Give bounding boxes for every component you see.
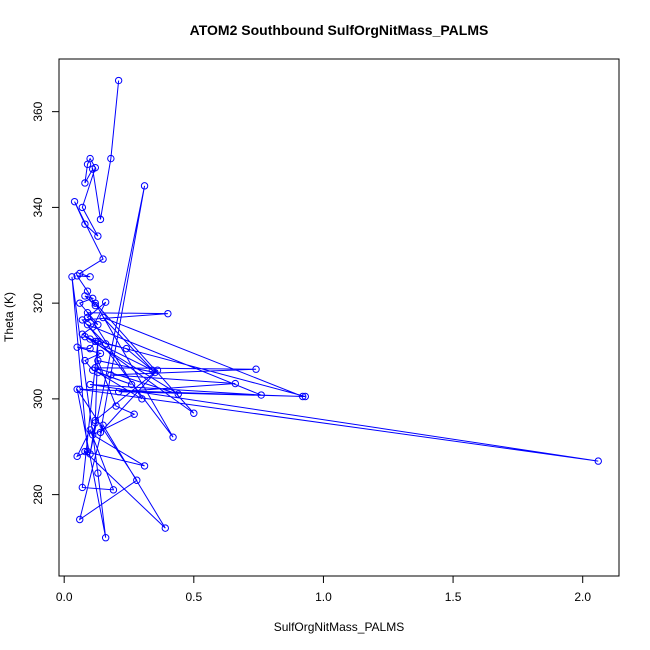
x-tick-label: 1.0 (315, 590, 332, 604)
plot-frame (58, 58, 620, 577)
x-tick-label: 2.0 (574, 590, 591, 604)
data-point (78, 483, 87, 492)
data-point (91, 416, 100, 425)
data-point (78, 316, 87, 324)
data-point (73, 272, 81, 280)
data-point (91, 163, 100, 172)
data-point (101, 534, 110, 542)
data-point (86, 344, 94, 353)
y-tick-label: 280 (31, 484, 45, 504)
data-point (190, 409, 198, 417)
data-point (96, 349, 105, 358)
x-axis: 0.0 0.5 1.0 1.5 2.0 (56, 575, 591, 604)
data-point (101, 298, 110, 306)
data-point (301, 392, 309, 401)
data-point (86, 154, 94, 163)
data-point (130, 410, 138, 418)
data-point (83, 447, 92, 456)
y-tick-label: 300 (31, 389, 45, 409)
data-point (76, 385, 84, 394)
series-layer (68, 76, 602, 542)
data-point (127, 380, 136, 389)
y-tick-label: 340 (31, 197, 45, 217)
data-point (94, 337, 102, 346)
x-axis-label: SulfOrgNitMass_PALMS (274, 620, 404, 634)
data-point (73, 452, 81, 461)
data-point (94, 356, 102, 365)
x-tick-label: 0.5 (185, 590, 202, 604)
y-tick-label: 360 (31, 101, 45, 121)
data-point (122, 344, 131, 353)
data-point (86, 380, 94, 389)
data-point (109, 486, 118, 494)
data-point (81, 179, 89, 187)
data-point (83, 320, 92, 329)
data-point (76, 269, 84, 278)
data-point (140, 182, 149, 190)
y-axis: 280 300 320 340 360 (31, 101, 60, 505)
data-point (114, 76, 123, 85)
data-point (594, 457, 602, 465)
data-point (86, 426, 94, 434)
data-point (252, 365, 260, 373)
data-point (153, 366, 162, 374)
data-point (299, 392, 307, 401)
data-point (94, 232, 102, 240)
x-tick-label: 1.5 (445, 590, 462, 604)
data-point (133, 476, 141, 484)
data-point (70, 197, 79, 206)
data-point (161, 524, 170, 532)
y-tick-label: 320 (31, 293, 45, 313)
data-point (76, 515, 84, 524)
data-point (78, 203, 87, 212)
data-point (114, 388, 123, 396)
data-point (101, 340, 110, 348)
data-point (107, 371, 115, 379)
data-point (91, 301, 100, 310)
data-point (231, 379, 240, 388)
data-point (96, 428, 105, 437)
data-point (78, 330, 87, 338)
data-point (99, 255, 107, 263)
chart-title: ATOM2 Southbound SulfOrgNitMass_PALMS (190, 22, 489, 38)
data-point (76, 299, 84, 307)
data-point (138, 395, 146, 403)
data-point (96, 215, 105, 224)
data-point (68, 273, 76, 281)
data-point (81, 356, 89, 365)
data-point (169, 433, 177, 441)
data-point (91, 299, 100, 307)
data-point (91, 364, 100, 372)
data-point (148, 366, 157, 374)
data-point (164, 309, 172, 318)
data-point (107, 154, 115, 163)
data-point (81, 220, 89, 228)
data-point (83, 309, 92, 317)
data-point (151, 368, 159, 377)
data-point (73, 385, 81, 394)
data-point (99, 421, 107, 429)
series-line (71, 80, 599, 538)
data-point (91, 419, 100, 427)
y-axis-label: Theta (K) (2, 292, 16, 342)
data-point (86, 273, 94, 281)
data-point (257, 391, 265, 399)
data-point (174, 390, 182, 398)
data-point (73, 343, 81, 351)
data-point (94, 469, 102, 477)
data-point (140, 462, 149, 470)
data-point (86, 450, 94, 458)
data-point (86, 335, 94, 343)
x-tick-label: 0.0 (56, 590, 73, 604)
data-point (81, 292, 89, 300)
data-point (112, 402, 120, 410)
data-point (99, 313, 107, 322)
